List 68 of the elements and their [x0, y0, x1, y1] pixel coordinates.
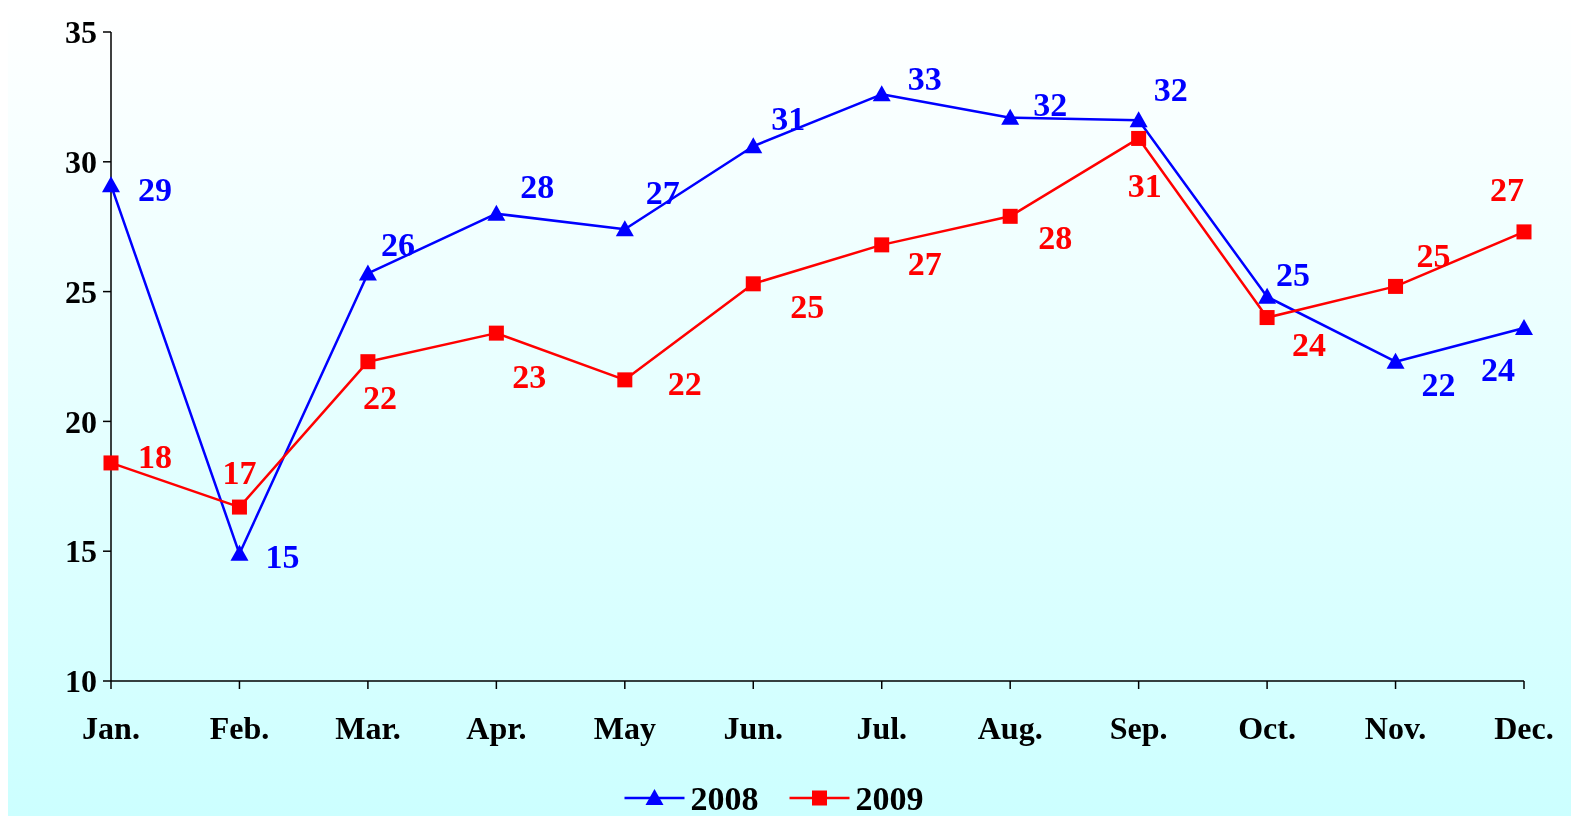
- data-label: 32: [1153, 70, 1188, 108]
- x-tick-label: May: [593, 710, 656, 746]
- x-tick-label: Mar.: [335, 710, 401, 746]
- point: [230, 544, 249, 561]
- point: [874, 237, 890, 253]
- point: [1388, 278, 1404, 294]
- point: [487, 204, 506, 221]
- data-label: 24: [1292, 326, 1327, 364]
- y-tick-label: 10: [65, 663, 97, 700]
- data-label: 17: [222, 453, 257, 491]
- x-tick-label: Jul.: [856, 710, 908, 746]
- data-label: 32: [1033, 86, 1068, 124]
- point: [1258, 287, 1277, 304]
- point: [488, 325, 504, 341]
- y-tick-label: 20: [65, 403, 97, 440]
- x-tick-label: Oct.: [1238, 710, 1296, 746]
- point: [1386, 352, 1405, 369]
- data-label: 25: [790, 288, 825, 326]
- data-label: 15: [265, 538, 300, 576]
- point: [1129, 111, 1148, 128]
- x-tick-label: Aug.: [977, 710, 1043, 746]
- point: [360, 354, 376, 370]
- point: [745, 276, 761, 292]
- data-label: 22: [1421, 366, 1456, 404]
- data-label: 27: [1490, 171, 1524, 209]
- y-tick-label: 35: [65, 14, 97, 51]
- point: [872, 85, 891, 102]
- legend-label: 2008: [690, 779, 759, 817]
- data-label: 28: [520, 168, 555, 206]
- point: [1259, 310, 1275, 326]
- point: [615, 220, 634, 237]
- data-label: 33: [907, 59, 942, 97]
- point: [1002, 208, 1018, 224]
- point: [1131, 130, 1147, 146]
- x-tick-label: Sep.: [1109, 710, 1168, 746]
- x-tick-label: Nov.: [1364, 710, 1427, 746]
- y-tick-label: 15: [65, 533, 97, 570]
- x-tick-label: Jun.: [723, 710, 784, 746]
- data-label: 27: [907, 245, 942, 283]
- data-label: 18: [138, 438, 172, 476]
- data-label: 23: [512, 357, 547, 395]
- data-label: 22: [667, 365, 702, 403]
- point: [102, 176, 120, 193]
- data-label: 24: [1481, 351, 1515, 389]
- y-tick-label: 30: [65, 144, 97, 180]
- data-label: 22: [362, 379, 397, 417]
- data-label: 28: [1038, 218, 1073, 256]
- x-tick-label: Feb.: [209, 710, 270, 746]
- point: [231, 499, 247, 515]
- x-tick-label: Jan.: [82, 710, 140, 746]
- point: [617, 372, 633, 388]
- data-label: 31: [1127, 166, 1162, 204]
- data-label: 31: [771, 99, 806, 137]
- point: [1515, 318, 1533, 335]
- data-label: 25: [1276, 256, 1311, 294]
- x-tick-label: Apr.: [466, 710, 527, 746]
- y-tick-label: 25: [65, 273, 97, 310]
- data-label: 26: [380, 225, 415, 263]
- point: [358, 264, 377, 281]
- point: [744, 137, 763, 154]
- data-label: 29: [138, 170, 172, 208]
- data-label: 25: [1416, 236, 1451, 274]
- legend-label: 2009: [855, 779, 924, 817]
- point: [103, 455, 119, 471]
- point: [1516, 224, 1532, 240]
- point: [1001, 108, 1020, 125]
- data-label: 27: [645, 173, 680, 211]
- x-tick-label: Dec.: [1494, 710, 1554, 746]
